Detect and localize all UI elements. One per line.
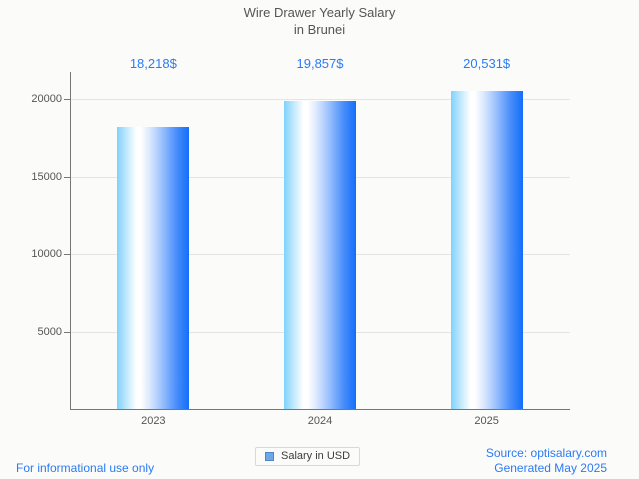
y-axis-tick-label: 20000 bbox=[31, 93, 62, 105]
legend-item-label: Salary in USD bbox=[281, 450, 351, 462]
bar-2024[interactable] bbox=[284, 101, 356, 409]
y-axis-tick-label: 5000 bbox=[37, 326, 62, 338]
bar-2025[interactable] bbox=[451, 91, 523, 409]
source-text: Source: optisalary.com bbox=[485, 446, 607, 460]
generated-text: Generated May 2025 bbox=[494, 461, 607, 475]
gridline bbox=[71, 99, 570, 100]
x-axis-line bbox=[70, 409, 570, 410]
y-axis-tick-label: 15000 bbox=[31, 171, 62, 183]
y-axis-tick-mark bbox=[64, 332, 70, 333]
y-axis-tick-mark bbox=[64, 99, 70, 100]
legend-swatch-icon bbox=[265, 452, 274, 461]
x-axis-label-2025: 2025 bbox=[474, 415, 499, 427]
bar-value-label-2023: 18,218$ bbox=[129, 56, 177, 71]
chart-title: Wire Drawer Yearly Salary in Brunei bbox=[0, 4, 639, 38]
y-axis-tick-mark bbox=[64, 177, 70, 178]
chart-title-line-2: in Brunei bbox=[293, 22, 346, 37]
y-axis-tick: 20000 bbox=[0, 94, 62, 105]
x-axis-label-2023: 2023 bbox=[141, 415, 166, 427]
chart-title-line-1: Wire Drawer Yearly Salary bbox=[243, 5, 396, 20]
chart-legend[interactable]: Salary in USD bbox=[255, 447, 361, 466]
y-axis-tick-label: 10000 bbox=[31, 248, 62, 260]
bar-value-label-2024: 19,857$ bbox=[296, 56, 344, 71]
y-axis-tick: 15000 bbox=[0, 172, 62, 183]
y-axis-tick: 10000 bbox=[0, 249, 62, 260]
disclaimer-text: For informational use only bbox=[16, 461, 155, 475]
x-axis-label-2024: 2024 bbox=[307, 415, 333, 427]
bar-2023[interactable] bbox=[117, 127, 189, 409]
source-block: Source: optisalary.com Generated May 202… bbox=[486, 446, 607, 476]
y-axis-tick-mark bbox=[64, 254, 70, 255]
y-axis-line bbox=[70, 72, 71, 410]
bar-value-label-2025: 20,531$ bbox=[463, 56, 511, 71]
y-axis-tick: 5000 bbox=[0, 327, 62, 338]
